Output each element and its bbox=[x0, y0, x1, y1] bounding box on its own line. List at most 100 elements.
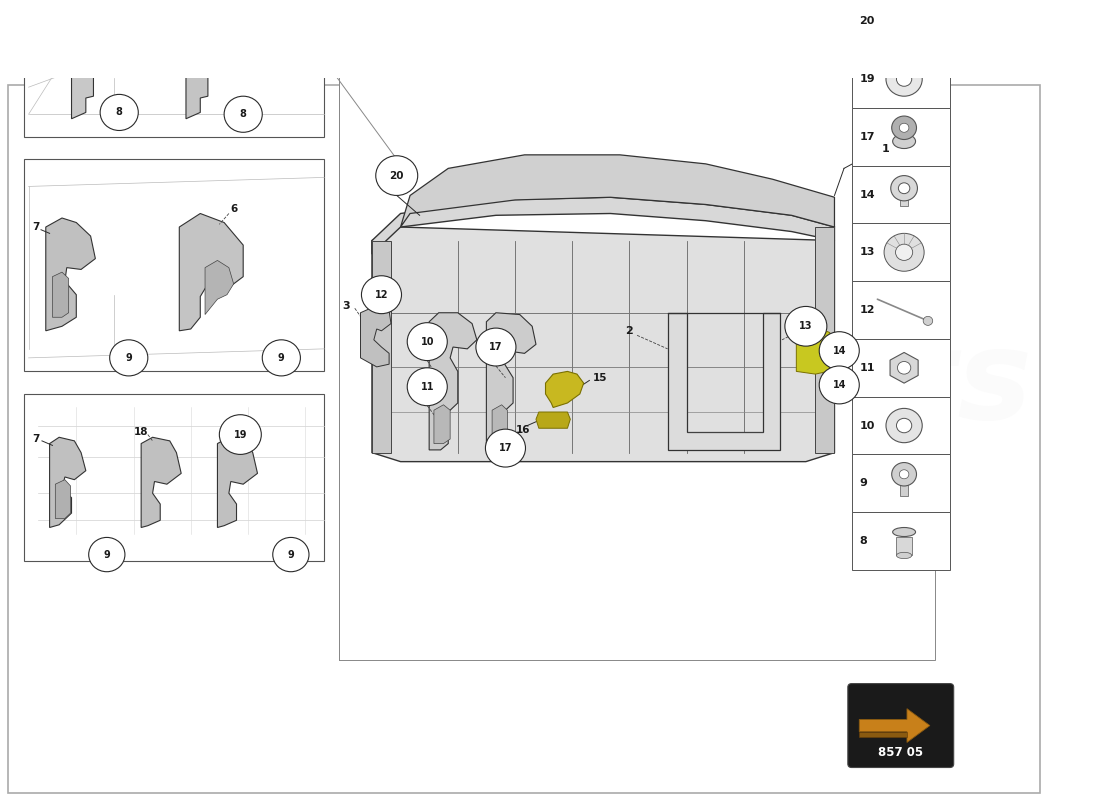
Text: 9: 9 bbox=[278, 353, 285, 363]
Text: 18: 18 bbox=[134, 427, 148, 437]
Text: 1: 1 bbox=[881, 143, 889, 154]
Polygon shape bbox=[53, 272, 68, 318]
Circle shape bbox=[892, 116, 916, 139]
Circle shape bbox=[899, 183, 910, 194]
Bar bbox=[900, 194, 908, 206]
Text: 19: 19 bbox=[233, 430, 248, 439]
Text: 11: 11 bbox=[420, 382, 434, 392]
Text: 11: 11 bbox=[859, 362, 874, 373]
Bar bbox=[851, 223, 950, 281]
Text: 12: 12 bbox=[859, 305, 874, 315]
Text: a passion for parts since 1985: a passion for parts since 1985 bbox=[484, 492, 700, 603]
Text: 12: 12 bbox=[375, 290, 388, 300]
Polygon shape bbox=[361, 306, 390, 367]
Text: 17: 17 bbox=[859, 132, 874, 142]
Circle shape bbox=[110, 340, 147, 376]
Circle shape bbox=[376, 156, 418, 195]
Circle shape bbox=[896, 418, 912, 433]
Circle shape bbox=[362, 276, 402, 314]
Circle shape bbox=[407, 368, 448, 406]
Text: 15: 15 bbox=[593, 373, 607, 382]
Polygon shape bbox=[400, 155, 835, 227]
Polygon shape bbox=[859, 732, 908, 737]
Text: 8: 8 bbox=[116, 107, 122, 118]
Bar bbox=[851, 512, 950, 570]
Polygon shape bbox=[546, 371, 584, 407]
Circle shape bbox=[262, 340, 300, 376]
Polygon shape bbox=[218, 438, 257, 527]
Text: 9: 9 bbox=[859, 478, 867, 488]
Polygon shape bbox=[668, 313, 780, 450]
Text: 7: 7 bbox=[33, 222, 40, 232]
Circle shape bbox=[884, 234, 924, 271]
Text: 8: 8 bbox=[859, 536, 867, 546]
Text: 16: 16 bbox=[516, 425, 530, 435]
Circle shape bbox=[219, 414, 262, 454]
Text: 9: 9 bbox=[287, 550, 295, 559]
Bar bbox=[851, 397, 950, 454]
Polygon shape bbox=[796, 326, 835, 374]
Circle shape bbox=[820, 332, 859, 370]
Circle shape bbox=[224, 96, 262, 132]
Bar bbox=[851, 454, 950, 512]
Circle shape bbox=[923, 316, 933, 326]
Bar bbox=[851, 108, 950, 166]
Polygon shape bbox=[536, 412, 570, 428]
Polygon shape bbox=[50, 438, 86, 527]
Circle shape bbox=[407, 322, 448, 361]
Polygon shape bbox=[486, 313, 536, 450]
Circle shape bbox=[891, 175, 917, 201]
Bar bbox=[851, 50, 950, 108]
Polygon shape bbox=[205, 261, 233, 314]
Text: 13: 13 bbox=[799, 322, 813, 331]
Circle shape bbox=[900, 123, 909, 132]
Text: 6: 6 bbox=[230, 204, 238, 214]
Text: 13: 13 bbox=[859, 247, 874, 258]
Bar bbox=[24, 0, 324, 137]
Text: 2: 2 bbox=[626, 326, 634, 336]
Text: 14: 14 bbox=[833, 346, 846, 356]
Circle shape bbox=[820, 366, 859, 404]
Bar bbox=[900, 482, 908, 496]
Polygon shape bbox=[179, 214, 243, 330]
Text: 14: 14 bbox=[859, 190, 874, 199]
Text: 857 05: 857 05 bbox=[878, 746, 923, 758]
Text: 9: 9 bbox=[103, 550, 110, 559]
FancyBboxPatch shape bbox=[848, 684, 954, 767]
Polygon shape bbox=[372, 198, 835, 254]
Circle shape bbox=[886, 62, 922, 96]
Bar bbox=[24, 159, 324, 371]
Polygon shape bbox=[815, 227, 835, 453]
Circle shape bbox=[273, 538, 309, 572]
Circle shape bbox=[476, 328, 516, 366]
Polygon shape bbox=[72, 0, 104, 118]
Circle shape bbox=[485, 429, 526, 467]
Bar bbox=[851, 0, 950, 50]
Bar bbox=[896, 538, 912, 555]
Bar bbox=[851, 281, 950, 339]
Circle shape bbox=[927, 31, 935, 38]
Polygon shape bbox=[429, 313, 476, 450]
Text: europarts: europarts bbox=[341, 325, 1032, 446]
Text: 9: 9 bbox=[125, 353, 132, 363]
Circle shape bbox=[892, 462, 916, 486]
Polygon shape bbox=[55, 480, 70, 518]
Polygon shape bbox=[372, 241, 390, 453]
Bar bbox=[851, 339, 950, 397]
Circle shape bbox=[886, 408, 922, 442]
Ellipse shape bbox=[893, 527, 915, 537]
Ellipse shape bbox=[896, 552, 912, 558]
Ellipse shape bbox=[893, 134, 915, 149]
Polygon shape bbox=[433, 405, 450, 443]
Circle shape bbox=[89, 538, 125, 572]
Polygon shape bbox=[46, 218, 96, 330]
Polygon shape bbox=[141, 438, 182, 527]
Circle shape bbox=[895, 244, 913, 261]
Circle shape bbox=[900, 470, 909, 478]
Text: 19: 19 bbox=[859, 74, 874, 84]
Text: 7: 7 bbox=[33, 434, 40, 444]
Text: 17: 17 bbox=[490, 342, 503, 352]
Text: 14: 14 bbox=[833, 380, 846, 390]
Circle shape bbox=[898, 362, 911, 374]
Text: 8: 8 bbox=[240, 110, 246, 119]
